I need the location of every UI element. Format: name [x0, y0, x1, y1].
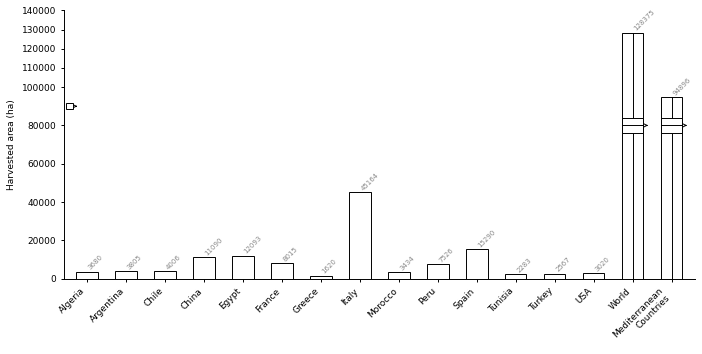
Text: 3805: 3805 [126, 254, 143, 271]
Text: 8015: 8015 [282, 246, 299, 263]
Bar [583, 273, 604, 279]
Text: 3680: 3680 [87, 254, 104, 271]
Bar [310, 275, 331, 279]
Text: 2283: 2283 [516, 257, 533, 274]
Bar [193, 257, 215, 279]
Bar [115, 272, 137, 279]
Bar [388, 272, 409, 279]
Bar [622, 33, 644, 279]
Text: 3020: 3020 [594, 256, 611, 272]
Text: 2567: 2567 [555, 256, 571, 273]
Bar [271, 263, 293, 279]
Bar [154, 271, 176, 279]
Bar [65, 103, 72, 109]
Bar [427, 264, 449, 279]
Text: 11090: 11090 [204, 237, 224, 257]
Y-axis label: Harvested area (ha): Harvested area (ha) [7, 99, 16, 190]
Text: 12093: 12093 [243, 235, 263, 255]
Bar [661, 97, 682, 279]
Bar [232, 256, 253, 279]
Bar [544, 274, 565, 279]
Bar [466, 249, 487, 279]
Text: 15290: 15290 [477, 229, 497, 249]
Text: 4006: 4006 [165, 253, 182, 270]
Text: 3434: 3434 [399, 255, 416, 272]
Text: 45164: 45164 [360, 172, 380, 192]
Text: 128375: 128375 [633, 9, 656, 32]
Text: 7526: 7526 [438, 247, 455, 264]
Bar [505, 274, 526, 279]
Bar [77, 272, 98, 279]
Text: 1620: 1620 [321, 258, 338, 275]
Text: 94896: 94896 [672, 76, 691, 96]
Bar [622, 118, 644, 133]
Bar [349, 192, 371, 279]
Bar [661, 118, 682, 133]
